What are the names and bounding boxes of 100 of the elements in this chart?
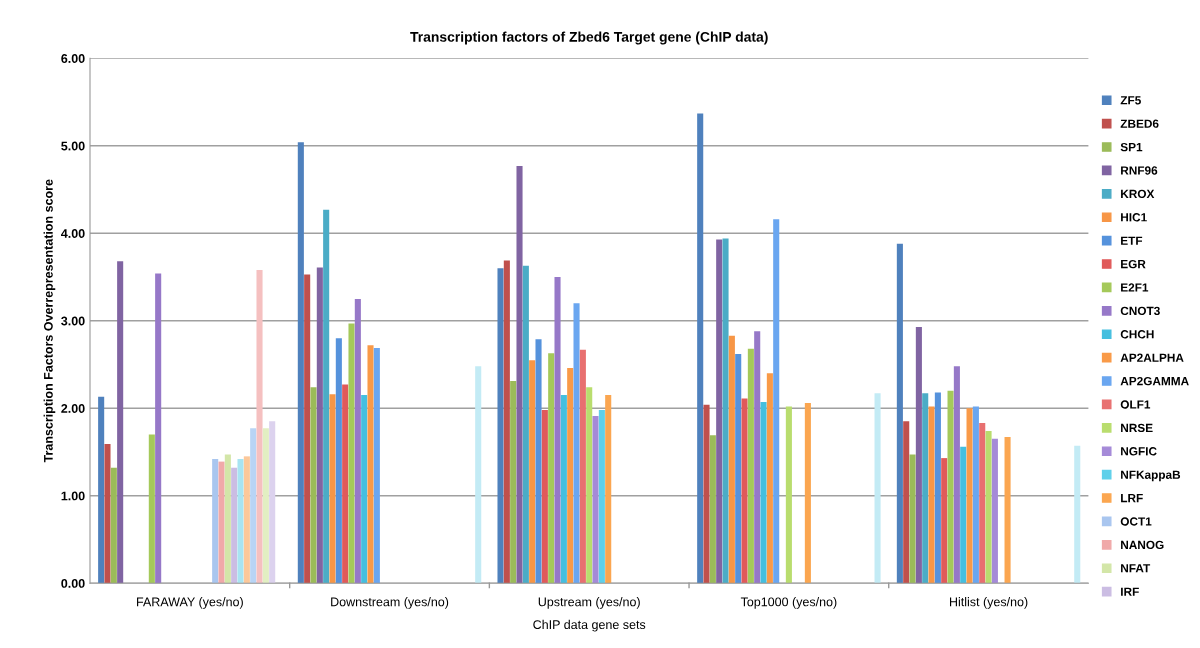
bar: [250, 428, 257, 584]
bar: [231, 467, 238, 584]
bar: [773, 219, 780, 584]
legend-label: SP1: [1120, 142, 1143, 152]
y-tick-label: 6.00: [61, 54, 85, 63]
bar: [354, 298, 361, 584]
bar: [874, 393, 881, 584]
bar: [529, 360, 536, 584]
bar: [709, 435, 716, 584]
bar: [155, 273, 162, 584]
bar: [741, 398, 748, 584]
legend-label: OCT1: [1120, 517, 1152, 526]
bar: [304, 274, 311, 584]
bar: [909, 454, 916, 584]
bar: [722, 238, 729, 584]
bar: [224, 454, 231, 584]
bar: [953, 366, 960, 584]
bar: [361, 395, 368, 584]
bar: [237, 458, 244, 584]
bar: [554, 277, 561, 584]
bar: [212, 458, 219, 584]
bar: [785, 406, 792, 584]
bar: [1004, 437, 1011, 584]
bar: [754, 331, 761, 584]
bar: [367, 345, 374, 584]
bar: [747, 348, 754, 584]
x-tick-label: Hitlist (yes/no): [950, 597, 1028, 609]
bar: [979, 423, 986, 584]
bar: [1074, 445, 1081, 584]
bar: [760, 402, 767, 584]
y-tick-label: 5.00: [61, 141, 85, 151]
bar: [510, 381, 517, 584]
legend-label: CHCH: [1120, 330, 1154, 339]
x-tick-label: Upstream (yes/no): [538, 597, 640, 609]
bar: [703, 404, 710, 584]
bar: [598, 409, 605, 584]
legend-label: IRF: [1121, 587, 1139, 596]
bar: [535, 339, 542, 584]
legend-label: ZBED6: [1120, 119, 1159, 128]
bar: [934, 392, 941, 584]
legend-label: NFAT: [1121, 564, 1151, 573]
bar: [896, 243, 903, 584]
bar: [716, 239, 723, 584]
bar: [373, 347, 380, 584]
bar: [148, 434, 155, 584]
bar: [256, 270, 263, 584]
legend-label: ETF: [1121, 236, 1143, 245]
bar: [947, 390, 954, 584]
bar: [548, 353, 555, 584]
legend-label: NFKappaB: [1121, 470, 1181, 482]
bar: [991, 438, 998, 584]
bar: [316, 267, 323, 584]
bar: [903, 421, 910, 584]
bar: [697, 113, 704, 584]
bar: [323, 209, 330, 584]
bar: [560, 395, 567, 584]
y-tick-label: 0.00: [61, 579, 85, 588]
bar: [605, 395, 612, 584]
bar: [348, 323, 355, 584]
bar: [329, 394, 336, 584]
bar: [966, 408, 973, 584]
x-axis-title: ChIP data gene sets: [533, 619, 646, 632]
bar: [310, 387, 317, 584]
x-tick-label: Top1000 (yes/no): [740, 597, 837, 609]
legend-label: CNOT3: [1120, 306, 1160, 316]
x-tick-label: FARAWAY (yes/no): [137, 597, 243, 609]
y-tick-label: 3.00: [61, 316, 85, 326]
y-tick-label: 1.00: [61, 491, 85, 501]
bar: [243, 456, 250, 584]
bar: [766, 373, 773, 584]
bar: [735, 354, 742, 584]
bar: [592, 416, 599, 584]
legend-label: HIC1: [1121, 213, 1147, 222]
bar: [297, 142, 304, 584]
bar: [522, 265, 529, 584]
legend-label: NGFIC: [1121, 447, 1157, 456]
legend-label: RNF96: [1121, 166, 1158, 175]
bar: [516, 165, 523, 584]
bar: [972, 406, 979, 584]
bar: [804, 402, 811, 584]
legend-label: NRSE: [1121, 423, 1153, 433]
legend-label: KROX: [1121, 189, 1155, 199]
y-tick-label: 2.00: [61, 404, 85, 413]
bar: [262, 428, 269, 584]
bar: [985, 430, 992, 584]
legend-label: AP2GAMMA: [1120, 376, 1189, 386]
bar: [104, 444, 111, 584]
bar: [915, 326, 922, 584]
bar: [579, 349, 586, 584]
x-tick-label: Downstream (yes/no): [331, 597, 449, 609]
bar: [218, 461, 225, 584]
bar: [335, 338, 342, 584]
bar: [541, 409, 548, 584]
y-tick-label: 4.00: [61, 229, 85, 238]
bar: [586, 387, 593, 584]
bar: [110, 467, 117, 584]
bar: [573, 303, 580, 584]
legend-label: E2F1: [1121, 283, 1149, 292]
bar: [941, 458, 948, 584]
bar: [497, 268, 504, 584]
